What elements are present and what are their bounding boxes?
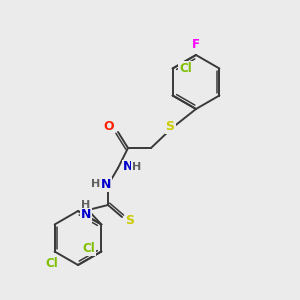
Text: H: H: [92, 179, 100, 189]
Text: S: S: [166, 119, 175, 133]
Text: N: N: [123, 160, 133, 173]
Text: N: N: [101, 178, 111, 190]
Text: Cl: Cl: [179, 62, 192, 75]
Text: H: H: [132, 162, 142, 172]
Text: S: S: [125, 214, 134, 227]
Text: N: N: [81, 208, 91, 221]
Text: H: H: [81, 200, 91, 210]
Text: Cl: Cl: [45, 257, 58, 270]
Text: Cl: Cl: [82, 242, 95, 255]
Text: O: O: [104, 121, 114, 134]
Text: F: F: [192, 38, 200, 52]
